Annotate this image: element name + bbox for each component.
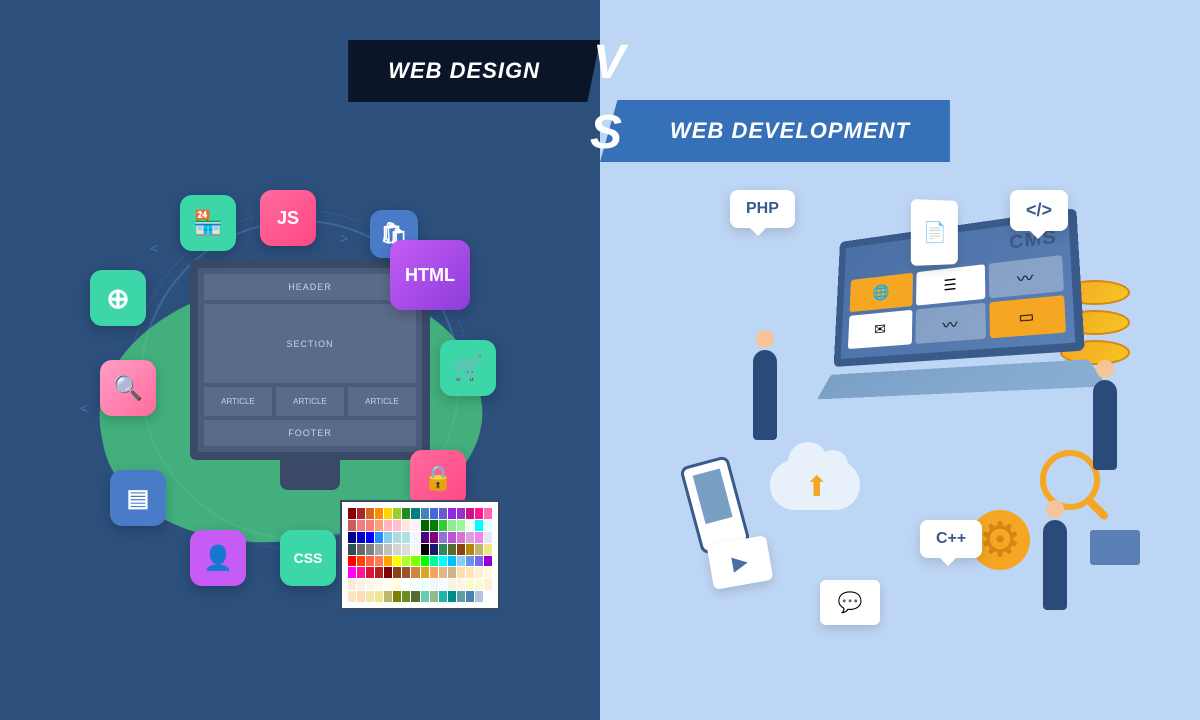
web-development-panel: S WEB DEVELOPMENT PHP </> C++ 📄 CMS 🌐 ☰ …: [600, 0, 1200, 720]
layout-footer: FOOTER: [204, 420, 416, 446]
server-icon: ▤: [110, 470, 166, 526]
design-illustration: < > < HEADER SECTION ARTICLE ARTICLE ART…: [80, 200, 520, 620]
developer-figure: [1080, 360, 1130, 470]
cms-tile: 〰: [988, 255, 1064, 298]
js-badge: JS: [260, 190, 316, 246]
vs-letter-v: V: [593, 35, 625, 90]
layout-header: HEADER: [204, 274, 416, 300]
design-title: WEB DESIGN: [348, 40, 600, 102]
web-design-panel: WEB DESIGN V < > < HEADER SECTION ARTICL…: [0, 0, 600, 720]
chat-card-icon: 💬: [820, 580, 880, 625]
cms-tile: ✉: [848, 310, 913, 349]
person-icon: 👤: [190, 530, 246, 586]
small-laptop-icon: [1090, 530, 1140, 565]
developer-figure: [740, 330, 790, 440]
php-bubble: PHP: [730, 190, 795, 228]
search-icon: 🔍: [100, 360, 156, 416]
cloud-upload-icon: ⬆: [770, 460, 860, 520]
document-icon: 📄: [911, 199, 958, 266]
monitor-stand: [280, 460, 340, 490]
vs-letter-s: S: [590, 105, 622, 160]
bracket-icon: <: [150, 240, 158, 256]
bracket-icon: >: [340, 230, 348, 246]
cart-icon: 🛒: [440, 340, 496, 396]
layout-articles: ARTICLE ARTICLE ARTICLE: [204, 387, 416, 416]
css-badge: CSS: [280, 530, 336, 586]
developer-figure: [1030, 500, 1080, 610]
layout-section: SECTION: [204, 304, 416, 383]
lock-icon: 🔒: [410, 450, 466, 506]
color-palette: [340, 500, 500, 610]
bracket-icon: <: [80, 400, 88, 416]
cms-tile: ☰: [916, 264, 985, 305]
play-card-icon: ▶: [707, 535, 774, 590]
globe-icon: ⊕: [90, 270, 146, 326]
cpp-bubble: C++: [920, 520, 982, 558]
cms-tile: ▭: [989, 295, 1066, 338]
storefront-icon: 🏪: [180, 195, 236, 251]
code-bubble: </>: [1010, 190, 1068, 231]
development-title: WEB DEVELOPMENT: [600, 100, 950, 162]
cms-tile: 🌐: [850, 273, 914, 312]
html-badge: HTML: [390, 240, 470, 310]
laptop-keyboard: [817, 359, 1108, 399]
cms-tile: 〰: [916, 303, 986, 344]
development-illustration: PHP </> C++ 📄 CMS 🌐 ☰ 〰 ✉ 〰 ▭: [660, 220, 1140, 640]
laptop-cms: CMS 🌐 ☰ 〰 ✉ 〰 ▭: [832, 208, 1088, 405]
